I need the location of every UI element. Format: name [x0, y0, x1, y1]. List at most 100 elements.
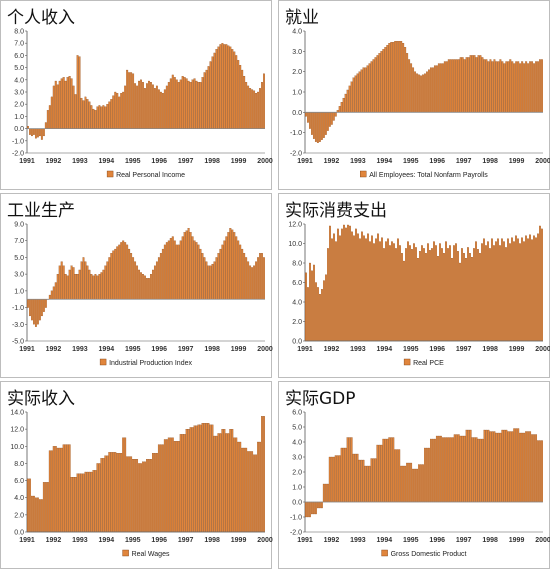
bar — [235, 55, 237, 128]
bar — [355, 229, 357, 341]
bar — [523, 242, 525, 341]
bar — [357, 454, 359, 502]
bar — [488, 430, 490, 502]
bar — [241, 249, 243, 299]
bar — [474, 55, 476, 112]
bar — [59, 448, 61, 532]
y-tick-label: 12.0 — [288, 222, 302, 229]
legend-label: Real Wages — [132, 551, 170, 558]
bar — [377, 234, 379, 341]
x-tick-label: 1996 — [429, 158, 445, 165]
bar — [339, 106, 341, 112]
bar — [105, 107, 107, 129]
bar — [379, 242, 381, 341]
bar — [231, 429, 233, 532]
bar — [118, 245, 120, 299]
bar — [361, 70, 363, 113]
bar — [309, 263, 311, 341]
bar — [434, 439, 436, 502]
y-tick-label: 5.0 — [14, 255, 24, 262]
bar — [188, 81, 190, 129]
bar — [394, 450, 396, 503]
bar — [184, 434, 186, 532]
bar — [383, 248, 385, 341]
bar — [136, 86, 138, 129]
bar — [351, 438, 353, 503]
bar — [172, 438, 174, 532]
y-tick-label: 2.0 — [292, 470, 302, 477]
bar — [43, 299, 45, 312]
bar — [91, 472, 93, 532]
bar — [35, 498, 37, 532]
bar — [375, 239, 377, 341]
bar — [97, 463, 99, 532]
bar — [196, 426, 198, 532]
bar — [444, 62, 446, 113]
bar — [440, 64, 442, 113]
bar — [464, 59, 466, 112]
bar — [263, 74, 265, 129]
bar — [474, 438, 476, 503]
bar — [192, 80, 194, 129]
bar — [146, 459, 148, 532]
bar — [142, 274, 144, 299]
bar — [49, 295, 51, 299]
bar — [392, 438, 394, 503]
bar — [345, 228, 347, 341]
bar — [176, 245, 178, 299]
bar — [27, 299, 29, 307]
bar — [178, 82, 180, 128]
bar — [506, 62, 508, 113]
bar — [484, 430, 486, 502]
bar — [243, 253, 245, 299]
bar — [210, 266, 212, 299]
x-tick-label: 1996 — [429, 537, 445, 544]
bar — [253, 91, 255, 129]
bar — [335, 242, 337, 341]
bar — [307, 287, 309, 341]
bar — [61, 448, 63, 532]
bar — [239, 65, 241, 128]
bar — [249, 266, 251, 299]
bar — [413, 244, 415, 342]
bar — [507, 62, 509, 113]
x-tick-label: 1994 — [377, 346, 393, 353]
bar — [311, 112, 313, 134]
legend-label: Real Personal Income — [116, 172, 185, 179]
bar — [59, 81, 61, 129]
x-tick-label: 1994 — [377, 158, 393, 165]
bar — [65, 81, 67, 129]
bar — [75, 274, 77, 299]
bar — [400, 41, 402, 112]
bar — [226, 433, 228, 532]
bar — [105, 266, 107, 299]
bar — [116, 247, 118, 300]
bar — [150, 459, 152, 532]
y-tick-label: 1.0 — [14, 288, 24, 295]
bar — [168, 82, 170, 128]
bar — [531, 240, 533, 341]
y-tick-label: -3.0 — [12, 322, 24, 329]
bar — [319, 112, 321, 141]
bar — [392, 42, 394, 112]
bar — [463, 253, 465, 341]
bar — [257, 92, 259, 129]
bar — [347, 225, 349, 341]
bar — [109, 452, 111, 532]
bar — [311, 271, 313, 341]
bar — [180, 434, 182, 532]
x-tick-label: 1992 — [46, 158, 62, 165]
bar — [472, 438, 474, 503]
bar — [43, 482, 45, 532]
bar — [216, 49, 218, 128]
bar — [424, 448, 426, 502]
bar — [178, 441, 180, 532]
bar — [464, 436, 466, 502]
y-tick-label: -1.0 — [290, 515, 302, 522]
bar — [81, 262, 83, 300]
x-tick-label: 1994 — [377, 537, 393, 544]
bar — [160, 253, 162, 299]
